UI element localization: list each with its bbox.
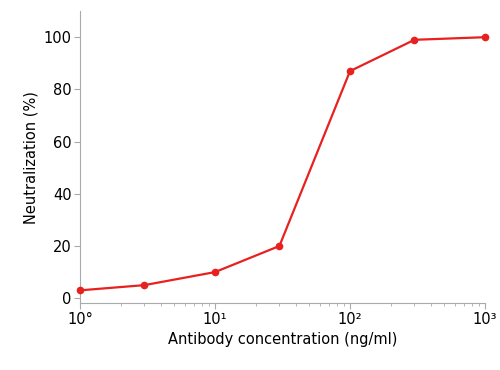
Y-axis label: Neutralization (%): Neutralization (%)	[23, 91, 38, 224]
X-axis label: Antibody concentration (ng/ml): Antibody concentration (ng/ml)	[168, 332, 397, 347]
